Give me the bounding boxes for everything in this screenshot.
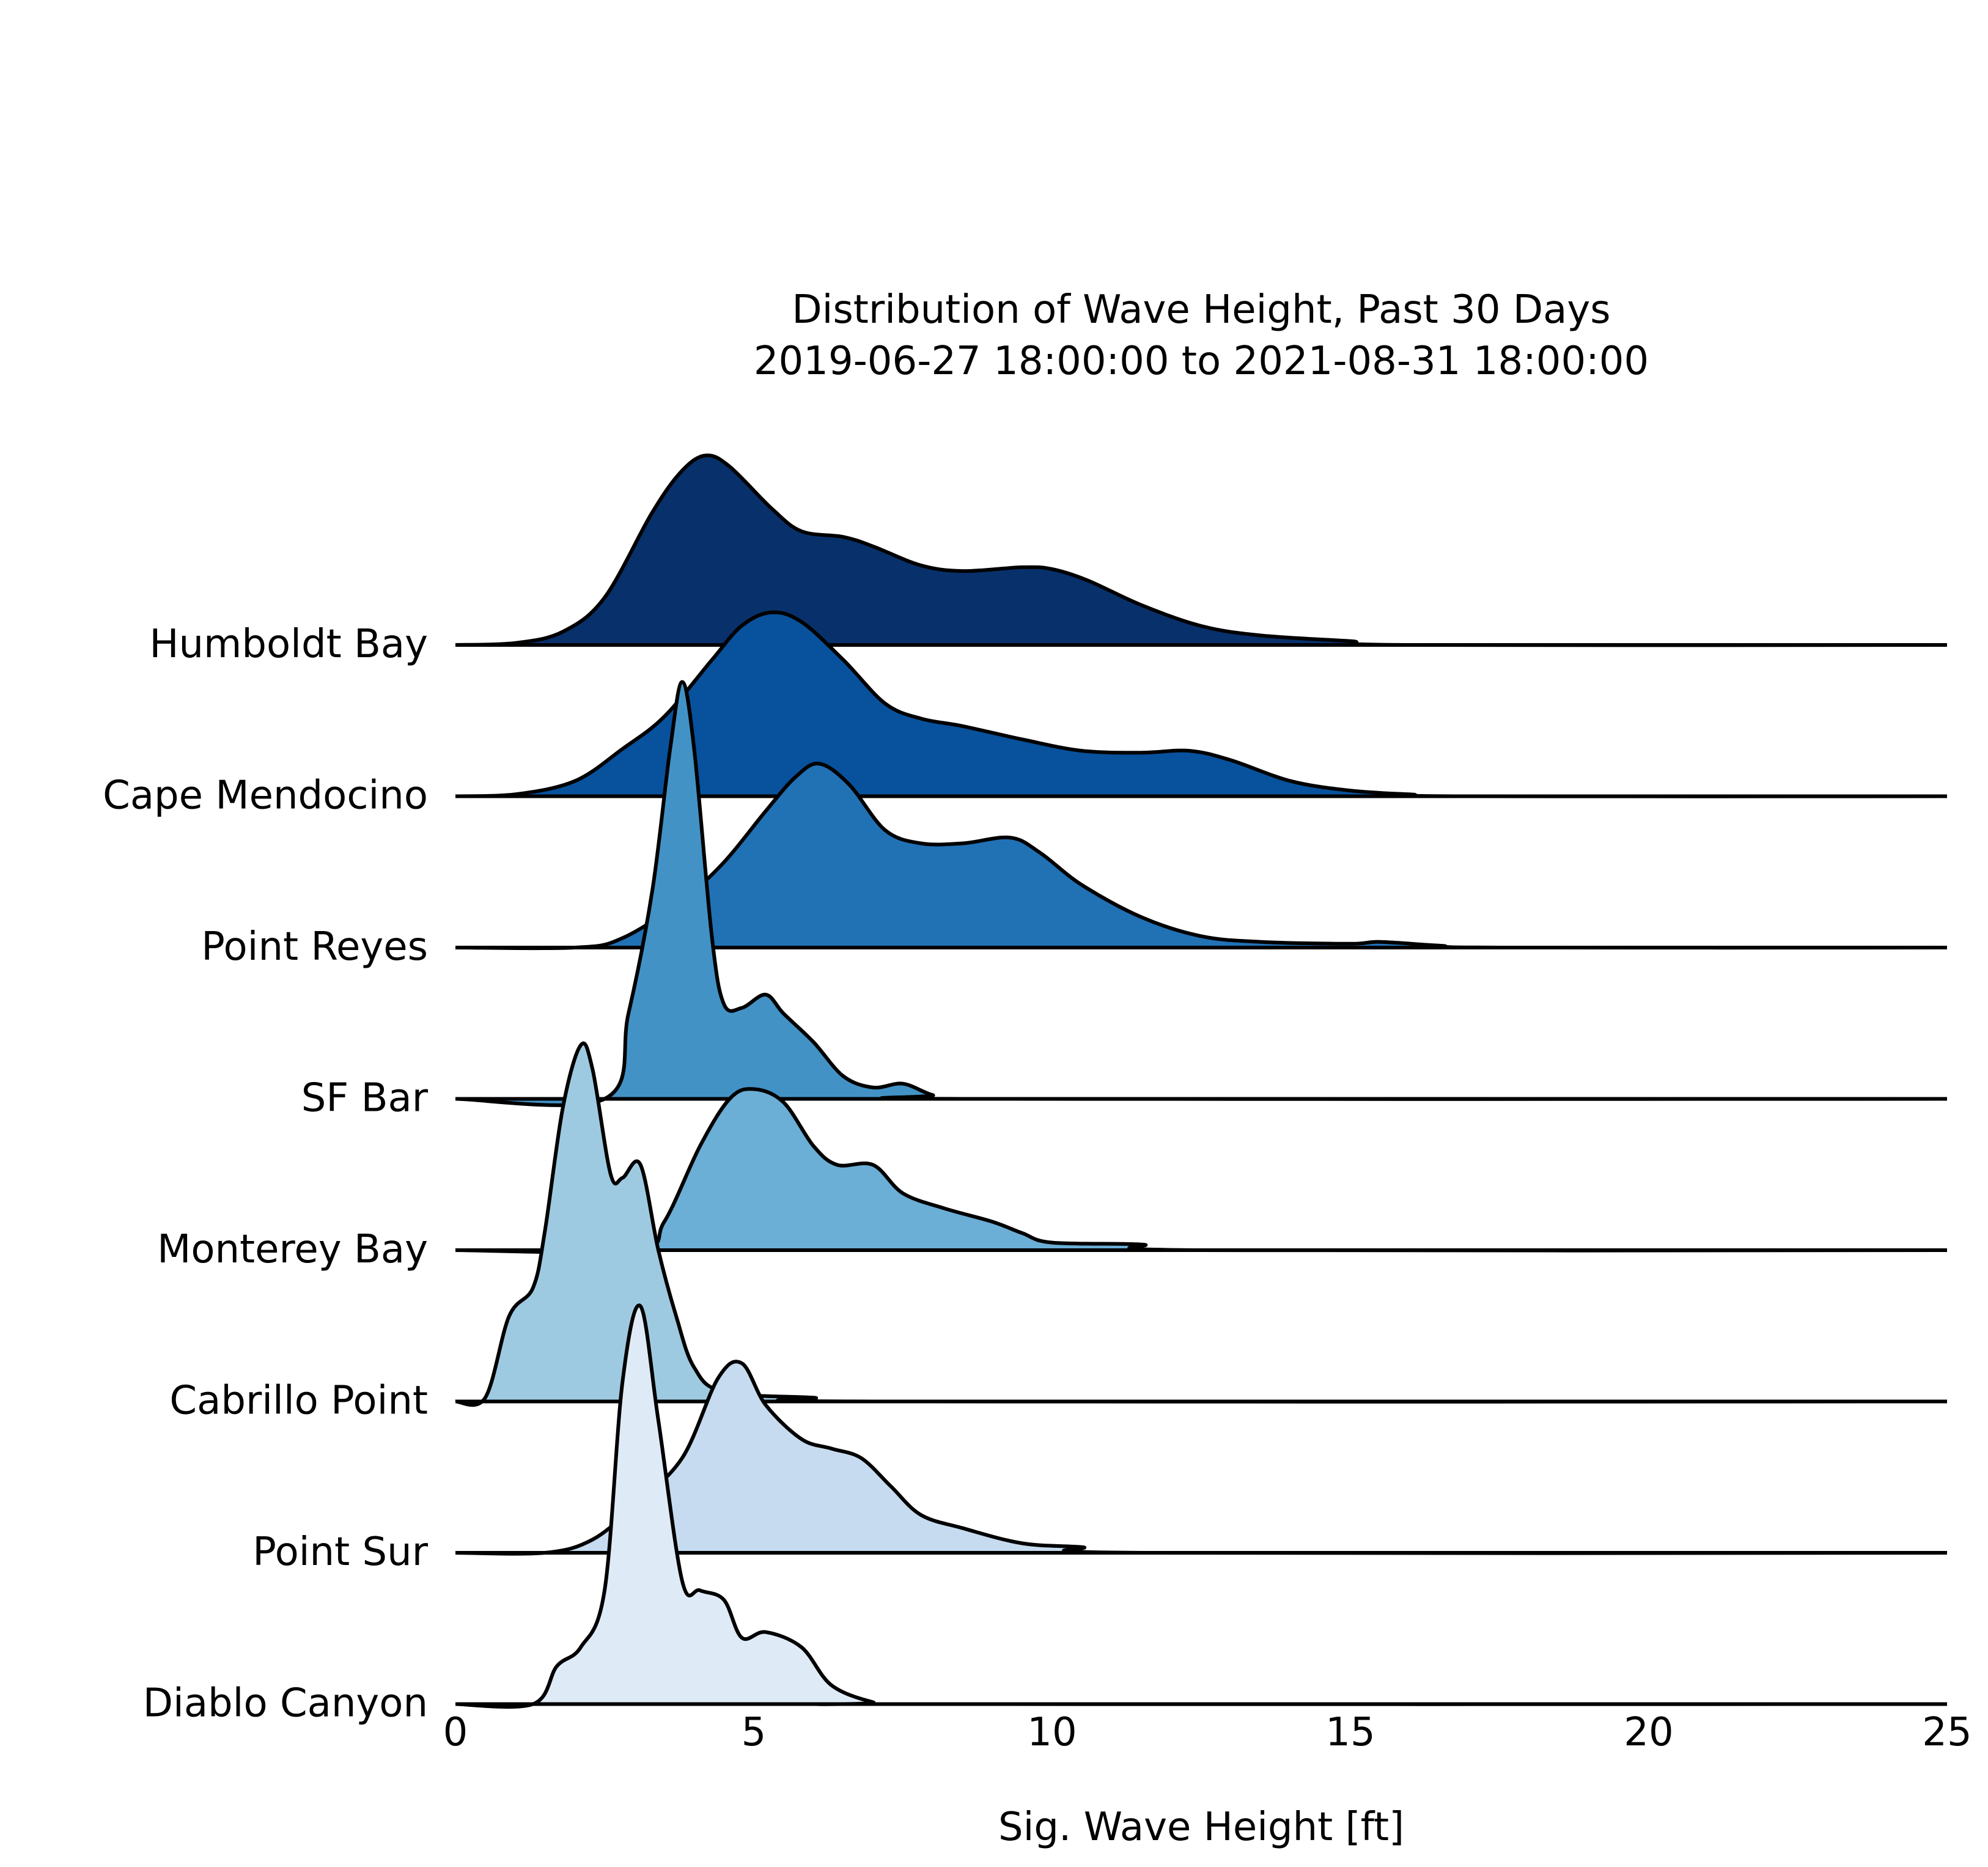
category-label-sf-bar: SF Bar xyxy=(301,1076,429,1121)
category-labels: Humboldt Bay Cape Mendocino Point Reyes SF … xyxy=(103,622,429,1726)
x-axis-label: Sig. Wave Height [ft] xyxy=(998,1805,1404,1850)
ridges-group xyxy=(455,453,1948,1709)
ridge-fill-cape-mendocino xyxy=(455,612,1947,797)
ridge-fill-cabrillo-point xyxy=(455,1043,1947,1405)
ridge-fill-humboldt-bay xyxy=(455,455,1947,646)
x-tick-label-25: 25 xyxy=(1922,1710,1971,1755)
x-tick-label-20: 20 xyxy=(1624,1710,1673,1755)
ridge-fill-point-sur xyxy=(455,1361,1947,1554)
chart-title: Distribution of Wave Height, Past 30 Day… xyxy=(792,287,1610,333)
x-tick-label-5: 5 xyxy=(742,1710,767,1755)
category-label-humboldt-bay: Humboldt Bay xyxy=(149,622,428,667)
category-label-cape-mendocino: Cape Mendocino xyxy=(103,773,428,819)
category-label-point-reyes: Point Reyes xyxy=(201,924,428,970)
category-label-cabrillo-point: Cabrillo Point xyxy=(169,1379,428,1424)
ridge-fill-point-reyes xyxy=(455,764,1947,949)
ridge-line-humboldt-bay xyxy=(455,453,1948,647)
category-label-diablo-canyon: Diablo Canyon xyxy=(143,1681,428,1726)
ridge-line-point-reyes xyxy=(455,762,1948,951)
ridge-fill-sf-bar xyxy=(455,682,1947,1105)
category-label-monterey-bay: Monterey Bay xyxy=(157,1227,428,1272)
x-tick-label-0: 0 xyxy=(443,1710,468,1755)
chart-subtitle: 2019-06-27 18:00:00 to 2021-08-31 18:00:… xyxy=(754,339,1649,384)
category-label-point-sur: Point Sur xyxy=(252,1530,428,1575)
x-axis-ticks: 0 5 10 15 20 25 xyxy=(443,1710,1972,1755)
ridge-fill-monterey-bay xyxy=(455,1089,1947,1253)
x-tick-label-10: 10 xyxy=(1027,1710,1077,1755)
x-tick-label-15: 15 xyxy=(1325,1710,1375,1755)
ridge-fill-diablo-canyon xyxy=(455,1305,1947,1707)
